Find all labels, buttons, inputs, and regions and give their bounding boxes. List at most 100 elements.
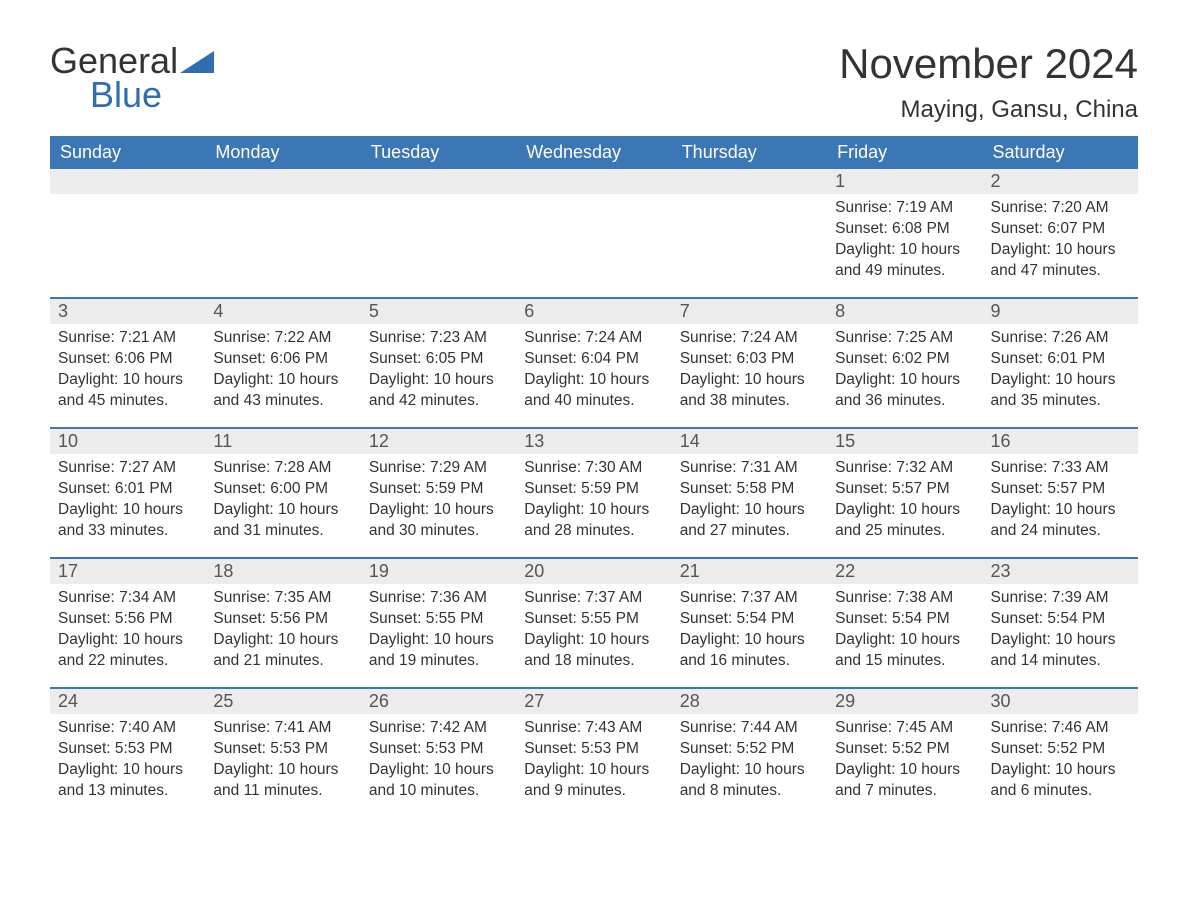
day-number: 15 (827, 429, 982, 454)
day-cell: 2Sunrise: 7:20 AMSunset: 6:07 PMDaylight… (983, 169, 1138, 297)
day-cell: 20Sunrise: 7:37 AMSunset: 5:55 PMDayligh… (516, 559, 671, 687)
day-cell: 6Sunrise: 7:24 AMSunset: 6:04 PMDaylight… (516, 299, 671, 427)
day-text: Sunrise: 7:38 AMSunset: 5:54 PMDaylight:… (827, 584, 982, 682)
day-number: 8 (827, 299, 982, 324)
day-number: 14 (672, 429, 827, 454)
title-block: November 2024 Maying, Gansu, China (839, 40, 1138, 124)
week-row: 24Sunrise: 7:40 AMSunset: 5:53 PMDayligh… (50, 687, 1138, 817)
day-number: 20 (516, 559, 671, 584)
day-cell: 13Sunrise: 7:30 AMSunset: 5:59 PMDayligh… (516, 429, 671, 557)
day-cell: 12Sunrise: 7:29 AMSunset: 5:59 PMDayligh… (361, 429, 516, 557)
calendar: SundayMondayTuesdayWednesdayThursdayFrid… (50, 136, 1138, 817)
day-text: Sunrise: 7:30 AMSunset: 5:59 PMDaylight:… (516, 454, 671, 552)
day-number: 6 (516, 299, 671, 324)
day-text: Sunrise: 7:34 AMSunset: 5:56 PMDaylight:… (50, 584, 205, 682)
day-text: Sunrise: 7:32 AMSunset: 5:57 PMDaylight:… (827, 454, 982, 552)
day-number: 22 (827, 559, 982, 584)
day-text: Sunrise: 7:26 AMSunset: 6:01 PMDaylight:… (983, 324, 1138, 422)
day-number: 30 (983, 689, 1138, 714)
day-cell: 23Sunrise: 7:39 AMSunset: 5:54 PMDayligh… (983, 559, 1138, 687)
day-text: Sunrise: 7:33 AMSunset: 5:57 PMDaylight:… (983, 454, 1138, 552)
day-number: 28 (672, 689, 827, 714)
day-text (205, 194, 360, 208)
day-cell: 30Sunrise: 7:46 AMSunset: 5:52 PMDayligh… (983, 689, 1138, 817)
day-cell: 3Sunrise: 7:21 AMSunset: 6:06 PMDaylight… (50, 299, 205, 427)
day-cell: 16Sunrise: 7:33 AMSunset: 5:57 PMDayligh… (983, 429, 1138, 557)
day-number: 26 (361, 689, 516, 714)
month-title: November 2024 (839, 40, 1138, 88)
day-number: 13 (516, 429, 671, 454)
day-cell: 9Sunrise: 7:26 AMSunset: 6:01 PMDaylight… (983, 299, 1138, 427)
day-text (516, 194, 671, 208)
day-cell: 17Sunrise: 7:34 AMSunset: 5:56 PMDayligh… (50, 559, 205, 687)
day-text: Sunrise: 7:40 AMSunset: 5:53 PMDaylight:… (50, 714, 205, 812)
day-number (516, 169, 671, 194)
day-text: Sunrise: 7:37 AMSunset: 5:54 PMDaylight:… (672, 584, 827, 682)
day-number: 25 (205, 689, 360, 714)
weekday-header: Friday (827, 136, 982, 169)
header: General Blue November 2024 Maying, Gansu… (50, 40, 1138, 124)
day-text: Sunrise: 7:41 AMSunset: 5:53 PMDaylight:… (205, 714, 360, 812)
week-row: 1Sunrise: 7:19 AMSunset: 6:08 PMDaylight… (50, 169, 1138, 297)
day-cell: 19Sunrise: 7:36 AMSunset: 5:55 PMDayligh… (361, 559, 516, 687)
weekday-header: Sunday (50, 136, 205, 169)
day-text: Sunrise: 7:42 AMSunset: 5:53 PMDaylight:… (361, 714, 516, 812)
day-cell: 26Sunrise: 7:42 AMSunset: 5:53 PMDayligh… (361, 689, 516, 817)
day-number: 5 (361, 299, 516, 324)
day-number: 4 (205, 299, 360, 324)
day-number (205, 169, 360, 194)
day-text: Sunrise: 7:24 AMSunset: 6:04 PMDaylight:… (516, 324, 671, 422)
day-cell (361, 169, 516, 297)
page: General Blue November 2024 Maying, Gansu… (0, 0, 1188, 857)
day-cell: 21Sunrise: 7:37 AMSunset: 5:54 PMDayligh… (672, 559, 827, 687)
day-text: Sunrise: 7:39 AMSunset: 5:54 PMDaylight:… (983, 584, 1138, 682)
weekday-header: Tuesday (361, 136, 516, 169)
week-row: 3Sunrise: 7:21 AMSunset: 6:06 PMDaylight… (50, 297, 1138, 427)
day-number: 7 (672, 299, 827, 324)
day-number: 29 (827, 689, 982, 714)
weekday-header-row: SundayMondayTuesdayWednesdayThursdayFrid… (50, 136, 1138, 169)
day-text: Sunrise: 7:19 AMSunset: 6:08 PMDaylight:… (827, 194, 982, 292)
day-cell: 28Sunrise: 7:44 AMSunset: 5:52 PMDayligh… (672, 689, 827, 817)
day-cell: 11Sunrise: 7:28 AMSunset: 6:00 PMDayligh… (205, 429, 360, 557)
logo-triangle-icon (180, 40, 214, 82)
day-cell: 10Sunrise: 7:27 AMSunset: 6:01 PMDayligh… (50, 429, 205, 557)
day-number: 19 (361, 559, 516, 584)
day-number: 9 (983, 299, 1138, 324)
day-cell: 14Sunrise: 7:31 AMSunset: 5:58 PMDayligh… (672, 429, 827, 557)
day-number: 2 (983, 169, 1138, 194)
day-text: Sunrise: 7:46 AMSunset: 5:52 PMDaylight:… (983, 714, 1138, 812)
day-cell: 22Sunrise: 7:38 AMSunset: 5:54 PMDayligh… (827, 559, 982, 687)
weekday-header: Monday (205, 136, 360, 169)
day-number: 16 (983, 429, 1138, 454)
day-cell: 4Sunrise: 7:22 AMSunset: 6:06 PMDaylight… (205, 299, 360, 427)
day-number: 10 (50, 429, 205, 454)
day-number: 3 (50, 299, 205, 324)
day-text: Sunrise: 7:20 AMSunset: 6:07 PMDaylight:… (983, 194, 1138, 292)
week-row: 10Sunrise: 7:27 AMSunset: 6:01 PMDayligh… (50, 427, 1138, 557)
day-cell: 18Sunrise: 7:35 AMSunset: 5:56 PMDayligh… (205, 559, 360, 687)
day-cell: 7Sunrise: 7:24 AMSunset: 6:03 PMDaylight… (672, 299, 827, 427)
day-text: Sunrise: 7:29 AMSunset: 5:59 PMDaylight:… (361, 454, 516, 552)
day-text: Sunrise: 7:43 AMSunset: 5:53 PMDaylight:… (516, 714, 671, 812)
day-cell: 1Sunrise: 7:19 AMSunset: 6:08 PMDaylight… (827, 169, 982, 297)
day-text: Sunrise: 7:22 AMSunset: 6:06 PMDaylight:… (205, 324, 360, 422)
day-number: 17 (50, 559, 205, 584)
day-cell: 25Sunrise: 7:41 AMSunset: 5:53 PMDayligh… (205, 689, 360, 817)
day-text: Sunrise: 7:45 AMSunset: 5:52 PMDaylight:… (827, 714, 982, 812)
week-row: 17Sunrise: 7:34 AMSunset: 5:56 PMDayligh… (50, 557, 1138, 687)
day-cell (516, 169, 671, 297)
day-number: 11 (205, 429, 360, 454)
day-number: 21 (672, 559, 827, 584)
day-number: 1 (827, 169, 982, 194)
day-text: Sunrise: 7:37 AMSunset: 5:55 PMDaylight:… (516, 584, 671, 682)
day-text: Sunrise: 7:35 AMSunset: 5:56 PMDaylight:… (205, 584, 360, 682)
day-text: Sunrise: 7:28 AMSunset: 6:00 PMDaylight:… (205, 454, 360, 552)
day-text: Sunrise: 7:23 AMSunset: 6:05 PMDaylight:… (361, 324, 516, 422)
day-text: Sunrise: 7:27 AMSunset: 6:01 PMDaylight:… (50, 454, 205, 552)
day-cell (50, 169, 205, 297)
weekday-header: Wednesday (516, 136, 671, 169)
weekday-header: Thursday (672, 136, 827, 169)
day-cell: 29Sunrise: 7:45 AMSunset: 5:52 PMDayligh… (827, 689, 982, 817)
day-number: 27 (516, 689, 671, 714)
